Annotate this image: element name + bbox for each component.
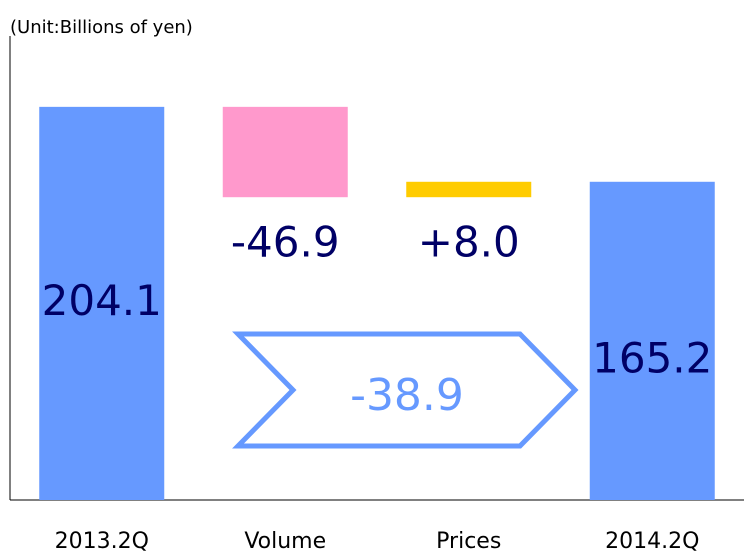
value-label: -46.9 — [231, 218, 340, 267]
value-label: 165.2 — [592, 333, 712, 382]
bar — [39, 106, 165, 500]
change-arrow — [232, 331, 579, 449]
value-label: 204.1 — [42, 276, 162, 325]
x-tick-label: Volume — [244, 529, 326, 551]
bar — [222, 106, 348, 198]
x-tick-label: Prices — [436, 529, 501, 551]
annotation: -38.9 — [350, 370, 464, 421]
x-tick-label: 2014.2Q — [605, 529, 699, 551]
chart-title: (Unit:Billions of yen) — [10, 17, 193, 38]
bar — [589, 181, 715, 501]
value-label: +8.0 — [418, 218, 520, 267]
x-tick-label: 2013.2Q — [55, 529, 149, 551]
bar — [406, 181, 532, 198]
